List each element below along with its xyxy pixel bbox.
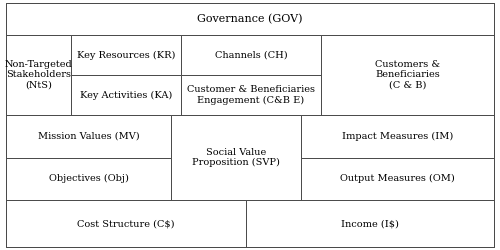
Bar [321, 35, 494, 115]
Text: Mission Values (MV): Mission Values (MV) [38, 132, 140, 141]
Bar [6, 3, 494, 35]
Bar [6, 200, 246, 247]
Text: Objectives (Obj): Objectives (Obj) [48, 174, 128, 183]
Text: Social Value
Proposition (SVP): Social Value Proposition (SVP) [192, 148, 280, 167]
Bar [246, 200, 494, 247]
Text: Income (I$): Income (I$) [341, 219, 399, 228]
Text: Key Activities (KA): Key Activities (KA) [80, 90, 172, 100]
Text: Channels (CH): Channels (CH) [214, 50, 288, 59]
Text: Output Measures (OM): Output Measures (OM) [340, 174, 455, 183]
Text: Key Resources (KR): Key Resources (KR) [77, 50, 175, 59]
Bar [71, 35, 181, 75]
Bar [301, 158, 494, 200]
Text: Impact Measures (IM): Impact Measures (IM) [342, 132, 453, 141]
Bar [6, 35, 71, 115]
Bar [171, 115, 301, 200]
Bar [181, 35, 321, 75]
Bar [6, 158, 171, 200]
Text: Non-Targeted
Stakeholders
(NtS): Non-Targeted Stakeholders (NtS) [4, 60, 72, 90]
Bar [301, 115, 494, 158]
Text: Cost Structure (C$): Cost Structure (C$) [77, 219, 175, 228]
Bar [71, 75, 181, 115]
Text: Governance (GOV): Governance (GOV) [197, 14, 303, 24]
Bar [6, 115, 171, 158]
Text: Customer & Beneficiaries
Engagement (C&B E): Customer & Beneficiaries Engagement (C&B… [187, 85, 315, 105]
Text: Customers &
Beneficiaries
(C & B): Customers & Beneficiaries (C & B) [375, 60, 440, 90]
Bar [181, 75, 321, 115]
